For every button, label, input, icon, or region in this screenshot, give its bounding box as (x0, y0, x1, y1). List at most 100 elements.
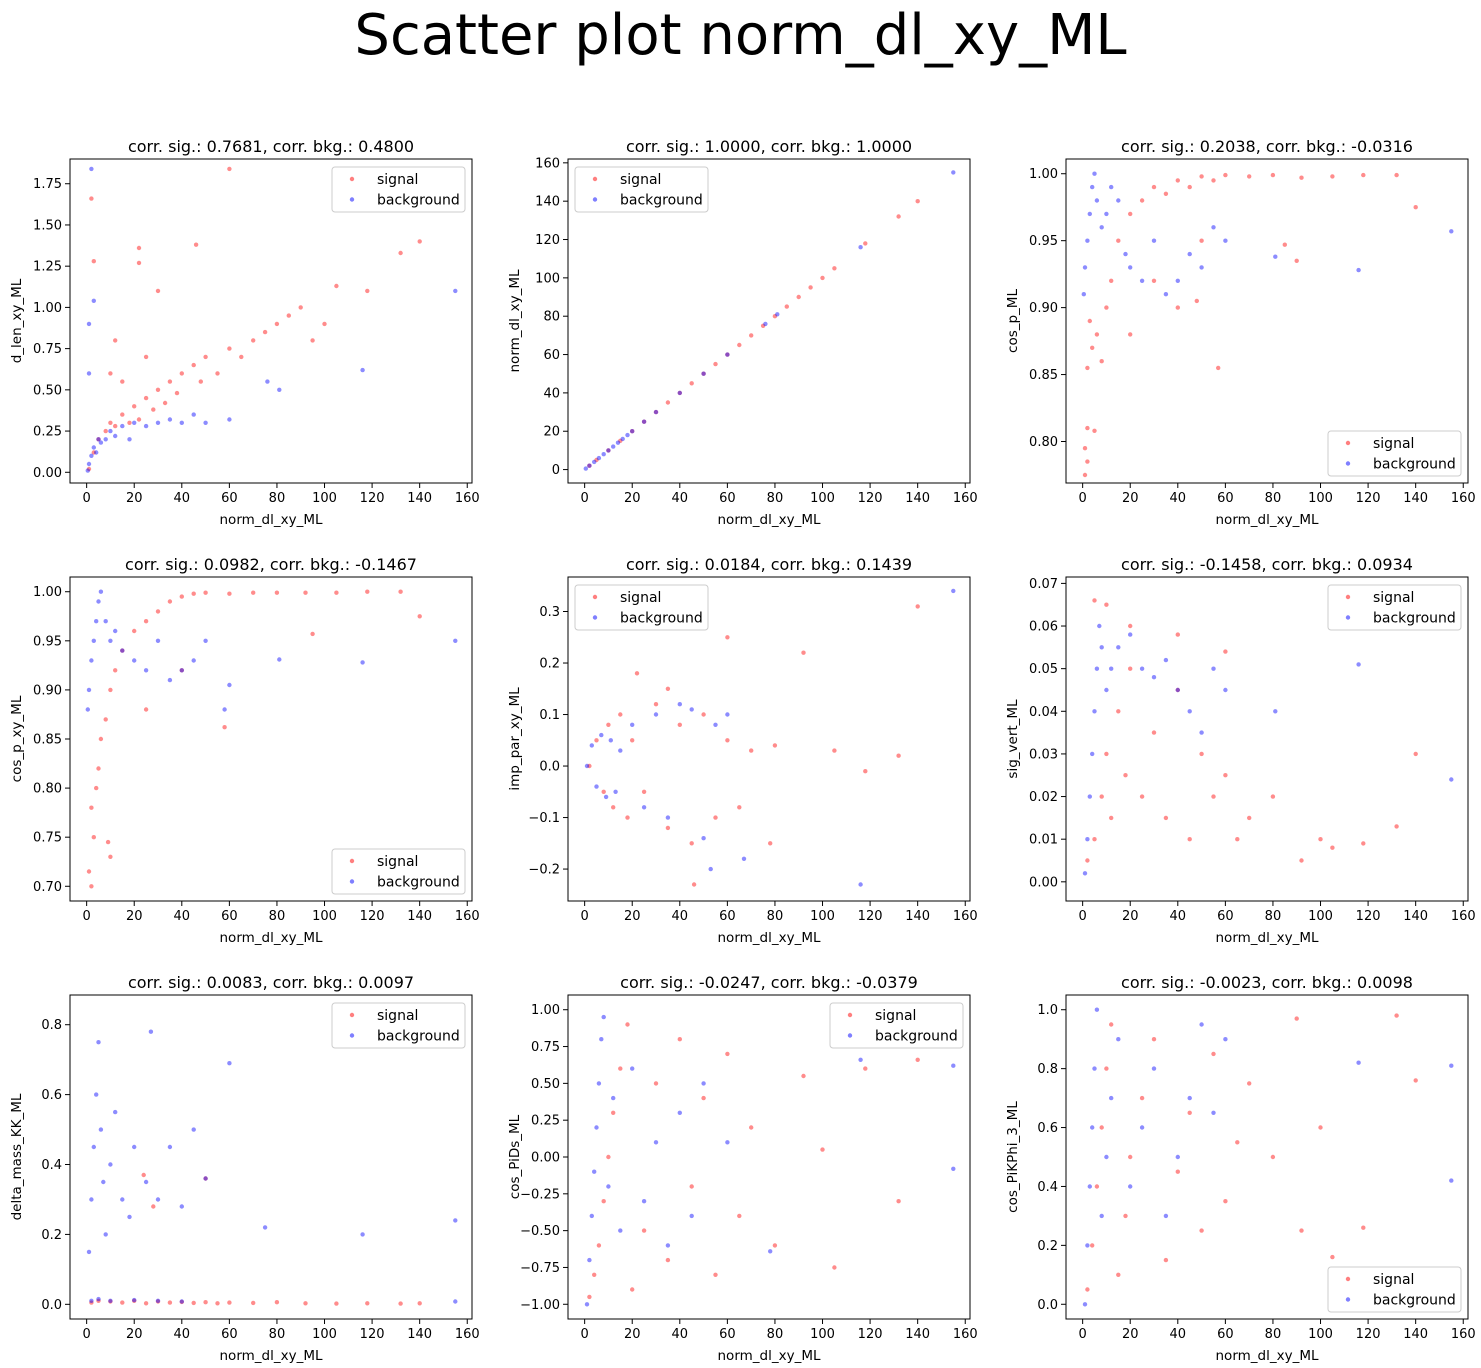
scatter-point-background (453, 638, 458, 643)
scatter-point-signal (611, 805, 616, 810)
x-tick-label: 40 (672, 909, 689, 924)
subplot-8: 0 20 40 60 80 100 120 140 160 −1.00 −0.75 −0.50 −0.2… (507, 973, 978, 1364)
y-tick-label: 0.80 (33, 782, 62, 797)
x-tick-label: 40 (174, 1327, 191, 1342)
y-axis-label: cos_p_xy_ML (9, 695, 25, 782)
scatter-point-signal (179, 1299, 184, 1305)
y-tick-label: 0.0 (539, 760, 560, 775)
legend-marker-background (847, 1033, 853, 1038)
scatter-point-signal (592, 1272, 597, 1278)
scatter-point-signal (136, 260, 142, 266)
scatter-point-signal (1282, 242, 1288, 247)
legend-box (331, 848, 466, 895)
scatter-point-signal (1151, 1037, 1157, 1042)
scatter-point-signal (398, 250, 403, 256)
scatter-point-signal (162, 400, 168, 406)
y-tick-label: 0.95 (1029, 234, 1058, 249)
scatter-point-signal (737, 1213, 742, 1219)
x-tick-label: 120 (1356, 909, 1381, 924)
scatter-point-background (951, 588, 956, 594)
scatter-point-background (179, 420, 184, 425)
scatter-point-signal (89, 884, 94, 889)
x-tick-label: 120 (1356, 1327, 1381, 1342)
scatter-point-signal (113, 423, 118, 429)
scatter-point-signal (1394, 172, 1399, 178)
scatter-point-signal (322, 321, 327, 327)
scatter-point-signal (143, 619, 149, 624)
scatter-point-background (589, 1213, 594, 1219)
legend-box (829, 1002, 964, 1049)
legend-marker-background (349, 879, 355, 884)
scatter-point-signal (132, 628, 137, 634)
scatter-point-background (613, 789, 618, 794)
scatter-point-background (191, 658, 196, 663)
scatter-point-signal (1194, 298, 1200, 304)
scatter-point-signal (222, 725, 227, 730)
scatter-point-signal (653, 1081, 659, 1086)
scatter-point-signal (1199, 751, 1204, 757)
scatter-point-signal (1361, 172, 1366, 178)
scatter-point-signal (832, 1265, 837, 1270)
scatter-point-background (1175, 278, 1181, 283)
legend-box (574, 166, 709, 213)
legend-label-signal: signal (377, 854, 418, 870)
scatter-point-signal (784, 304, 789, 309)
scatter-point-background (86, 371, 92, 376)
scatter-point-signal (120, 379, 125, 384)
subplot-title: corr. sig.: -0.1458, corr. bkg.: 0.0934 (1121, 555, 1413, 574)
scatter-point-signal (103, 428, 108, 434)
y-tick-label: 0.00 (531, 1151, 560, 1166)
x-tick-label: 40 (1170, 1327, 1187, 1342)
legend-marker-signal (1345, 1276, 1351, 1282)
x-tick-label: 80 (269, 491, 286, 506)
scatter-point-signal (203, 1176, 208, 1181)
scatter-point-background (1223, 687, 1228, 693)
scatter-point-background (1087, 794, 1093, 799)
scatter-point-signal (606, 722, 611, 727)
scatter-point-signal (274, 1300, 280, 1305)
scatter-point-background (611, 444, 616, 449)
scatter-point-signal (334, 590, 339, 595)
scatter-point-signal (191, 362, 196, 368)
scatter-point-background (1187, 709, 1192, 714)
scatter-point-background (155, 1197, 161, 1202)
scatter-point-background (620, 436, 625, 442)
x-tick-label: 20 (1122, 909, 1139, 924)
scatter-point-background (858, 1057, 863, 1063)
legend: signal background (829, 1002, 964, 1049)
scatter-point-signal (203, 354, 208, 360)
scatter-point-signal (1199, 174, 1204, 179)
scatter-point-background (108, 428, 113, 434)
x-tick-label: 0 (1079, 491, 1087, 506)
scatter-point-background (583, 466, 588, 471)
legend-label-signal: signal (620, 590, 661, 606)
scatter-point-signal (91, 835, 97, 840)
scatter-point-background (179, 1299, 184, 1304)
x-tick-label: 140 (1403, 491, 1428, 506)
y-axis-label: norm_dl_xy_ML (507, 269, 523, 372)
scatter-point-background (768, 1249, 773, 1254)
y-tick-label: 0.04 (1029, 705, 1058, 720)
scatter-point-signal (630, 429, 635, 434)
scatter-point-signal (596, 1243, 602, 1248)
scatter-point-signal (1099, 359, 1104, 364)
scatter-point-background (85, 707, 91, 712)
scatter-point-background (1151, 1066, 1157, 1071)
x-tick-label: 160 (953, 1327, 978, 1342)
scatter-point-background (1099, 645, 1104, 650)
legend-marker-signal (1345, 440, 1351, 446)
scatter-point-signal (1087, 318, 1093, 324)
scatter-point-background (641, 1199, 647, 1204)
scatter-point-signal (737, 342, 742, 348)
scatter-point-signal (665, 686, 671, 691)
y-tick-label: 60 (543, 348, 560, 363)
y-tick-label: 0.2 (539, 657, 560, 672)
subplot-title: corr. sig.: 0.0982, corr. bkg.: -0.1467 (125, 555, 417, 574)
scatter-point-background (1085, 837, 1090, 842)
x-tick-label: 160 (953, 909, 978, 924)
scatter-point-background (360, 1232, 365, 1237)
scatter-point-background (1223, 238, 1228, 243)
scatter-point-background (689, 1213, 694, 1219)
scatter-point-background (120, 1197, 125, 1202)
scatter-point-background (653, 409, 659, 415)
